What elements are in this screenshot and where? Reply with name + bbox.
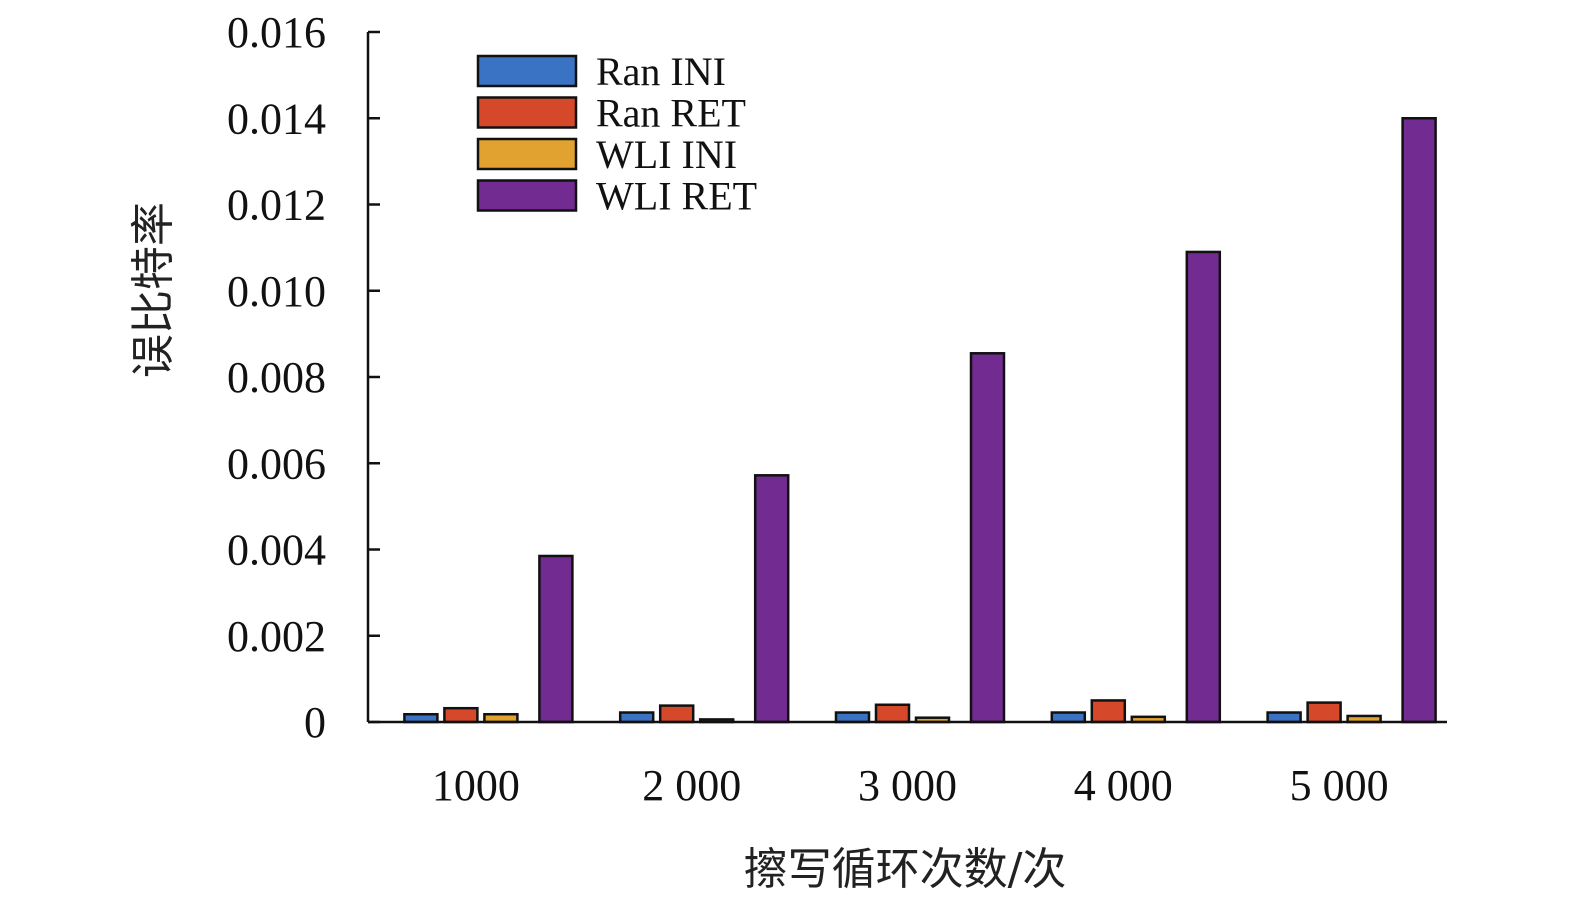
y-tick-label: 0.008 — [227, 353, 326, 402]
bar — [1050, 711, 1087, 724]
x-tick-label: 4 000 — [1074, 761, 1173, 810]
legend-swatch — [476, 54, 578, 88]
bar — [443, 706, 479, 724]
legend-swatch — [476, 96, 578, 129]
x-tick-label: 3 000 — [858, 761, 957, 810]
bar — [753, 474, 790, 724]
bar — [1090, 699, 1127, 724]
axes-layer: 0 0.002 0.004 0.006 0.008 0.010 0.012 0.014 0.01… — [227, 8, 1447, 810]
legend-label: Ran INI — [596, 49, 726, 94]
bar — [874, 703, 911, 724]
bar — [1306, 701, 1342, 724]
y-tick-label: 0.012 — [227, 181, 326, 230]
legend-swatch — [476, 179, 578, 212]
bar — [969, 352, 1006, 724]
bar — [1401, 117, 1437, 724]
bar — [1266, 711, 1302, 724]
bar — [834, 711, 871, 724]
legend-label: WLI INI — [596, 132, 737, 177]
bar — [1185, 250, 1222, 724]
bar — [658, 704, 695, 724]
legend-swatch — [476, 137, 578, 171]
y-tick-label: 0.016 — [227, 8, 326, 57]
x-tick-label: 2 000 — [642, 761, 741, 810]
y-tick-label: 0.004 — [227, 526, 326, 575]
bars-layer — [403, 117, 1437, 724]
legend-label: Ran RET — [596, 91, 746, 136]
legend-label: WLI RET — [596, 174, 757, 219]
x-tick-label: 5 000 — [1290, 761, 1389, 810]
y-tick-label: 0.010 — [227, 267, 326, 316]
bar — [618, 711, 655, 724]
bar — [538, 554, 574, 724]
x-axis-title: 擦写循环次数/次 — [744, 844, 1067, 895]
y-tick-label: 0.006 — [227, 439, 326, 488]
y-axis-title: 误比特率 — [128, 202, 179, 378]
y-tick-label: 0.014 — [227, 94, 326, 143]
y-tick-label: 0 — [304, 698, 326, 747]
x-tick-label: 1000 — [432, 761, 520, 810]
y-tick-label: 0.002 — [227, 612, 326, 661]
